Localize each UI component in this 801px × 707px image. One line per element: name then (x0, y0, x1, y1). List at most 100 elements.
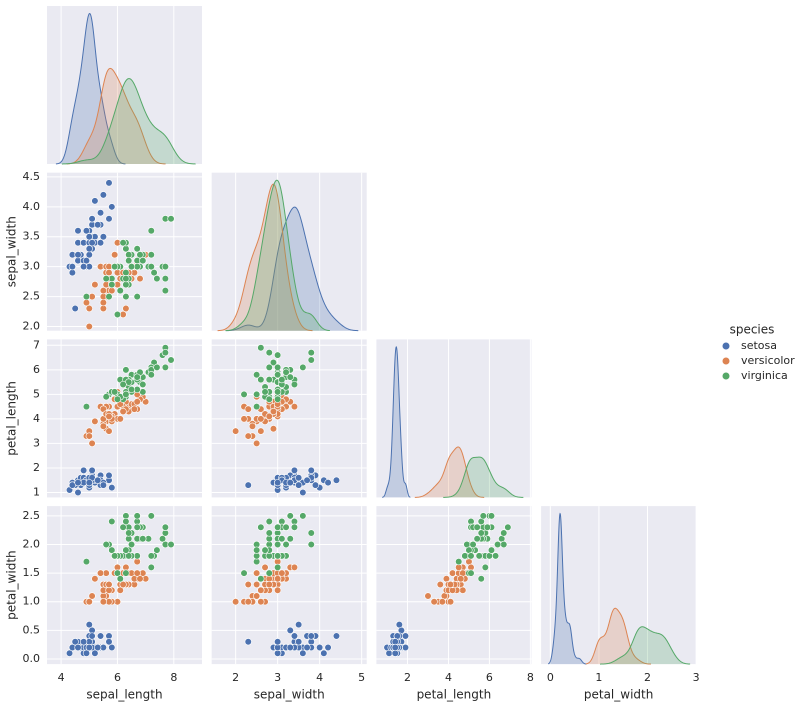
y-tick-label: 2.0 (23, 320, 41, 333)
scatter-point (286, 535, 294, 543)
scatter-point (119, 239, 127, 247)
scatter-point (290, 563, 299, 571)
scatter-point (324, 479, 332, 487)
y-tick-label: 3.5 (23, 230, 41, 243)
x-axis-title: sepal_length (86, 688, 162, 702)
y-tick-label: 1.5 (23, 566, 41, 579)
legend-label: virginica (741, 369, 788, 382)
scatter-point (136, 251, 144, 259)
scatter-point (85, 251, 93, 259)
scatter-point (133, 569, 141, 577)
scatter-point (80, 638, 88, 646)
kde-line (600, 626, 691, 665)
scatter-point (127, 263, 136, 271)
scatter-point (265, 349, 273, 357)
scatter-point (91, 649, 99, 657)
x-tick-label: 1 (595, 671, 602, 684)
scatter-point (99, 233, 107, 241)
scatter-point (424, 592, 432, 600)
scatter-point (68, 263, 76, 271)
x-axis-title: petal_width (584, 688, 653, 702)
scatter-point (278, 569, 286, 577)
scatter-point (391, 643, 399, 652)
scatter-point (430, 598, 438, 606)
scatter-point (286, 479, 294, 487)
kde-line (547, 512, 587, 665)
scatter-point (119, 380, 127, 389)
x-tick-label: 3 (693, 671, 700, 684)
scatter-point (299, 512, 307, 520)
kde-area (585, 608, 651, 665)
scatter-point (248, 422, 257, 430)
scatter-point (265, 395, 273, 403)
scatter-point (139, 380, 147, 389)
kde-line (225, 179, 330, 332)
scatter-point (99, 422, 107, 430)
scatter-point (116, 586, 124, 594)
scatter-point (85, 432, 93, 440)
scatter-point (307, 540, 315, 549)
scatter-point (139, 257, 147, 265)
scatter-point (122, 304, 130, 313)
x-tick-label: 4 (58, 671, 65, 684)
scatter-point (122, 517, 130, 526)
scatter-point (483, 523, 491, 531)
scatter-point (278, 535, 286, 543)
x-axis-title: petal_length (417, 688, 492, 702)
scatter-point (111, 388, 119, 396)
scatter-point (274, 388, 282, 396)
legend-label: versicolor (741, 354, 795, 367)
scatter-point (167, 540, 175, 549)
scatter-point (257, 427, 265, 435)
scatter-point (82, 558, 91, 566)
scatter-point (290, 632, 299, 640)
scatter-point (274, 363, 282, 371)
x-tick-label: 2 (232, 671, 239, 684)
scatter-point (88, 632, 96, 640)
scatter-point (332, 476, 341, 484)
scatter-point (467, 552, 475, 560)
scatter-point (290, 523, 299, 531)
scatter-point (286, 512, 294, 520)
legend-title: species (730, 323, 775, 337)
kde-area (225, 180, 330, 331)
x-tick-label: 8 (170, 671, 177, 684)
scatter-point (473, 523, 481, 531)
scatter-point (108, 643, 116, 652)
scatter-point (136, 275, 144, 283)
scatter-point (133, 512, 141, 520)
scatter-point (286, 626, 294, 634)
scatter-point (113, 395, 122, 403)
scatter-point (311, 481, 320, 489)
kde-line (226, 206, 359, 332)
x-tick-label: 2 (404, 671, 411, 684)
y-tick-label: 6 (33, 363, 40, 376)
scatter-point (286, 373, 294, 381)
y-axis-title: petal_length (5, 381, 19, 456)
scatter-point (153, 546, 161, 554)
kde-area (61, 78, 196, 164)
scatter-point (133, 292, 141, 301)
x-tick-label: 5 (358, 671, 365, 684)
scatter-point (269, 407, 278, 416)
y-tick-label: 0.5 (23, 623, 41, 636)
scatter-point (122, 269, 130, 277)
scatter-point (244, 580, 252, 589)
scatter-point (265, 569, 273, 577)
legend-marker (721, 356, 731, 366)
scatter-point (257, 523, 265, 531)
scatter-point (74, 251, 82, 259)
panel-background (541, 506, 697, 665)
scatter-point (85, 643, 93, 652)
scatter-point (96, 569, 105, 577)
scatter-point (99, 304, 107, 313)
scatter-point (475, 552, 483, 560)
y-tick-label: 2.0 (23, 537, 41, 550)
scatter-point (494, 540, 502, 549)
kde-area (600, 626, 691, 665)
scatter-point (122, 390, 130, 398)
scatter-point (85, 304, 93, 313)
scatter-point (108, 203, 116, 211)
scatter-point (105, 292, 113, 301)
scatter-point (119, 407, 127, 416)
